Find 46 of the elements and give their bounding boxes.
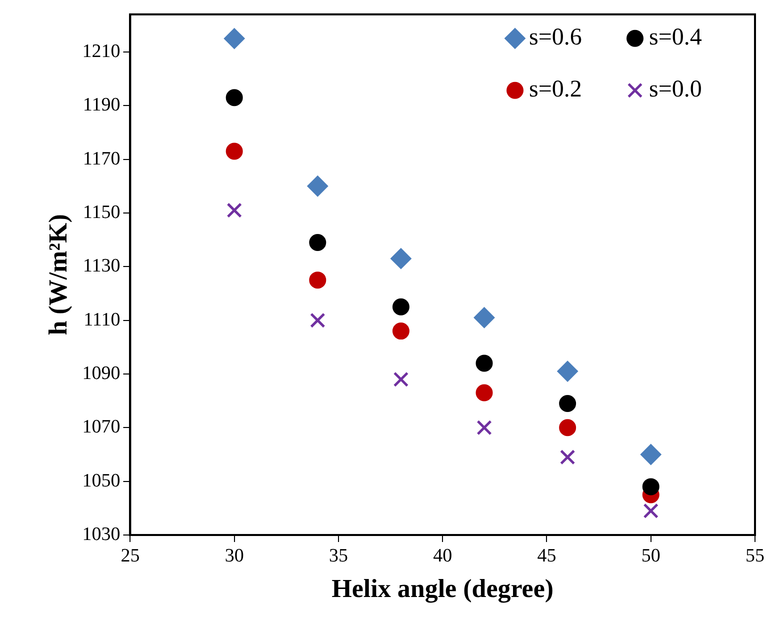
y-tick-label: 1150: [82, 202, 120, 223]
y-tick-label: 1210: [82, 40, 120, 62]
point: [640, 444, 662, 465]
point: [557, 360, 578, 382]
point: [392, 322, 410, 340]
point: [476, 384, 493, 402]
x-axis-title: Helix angle (degree): [332, 574, 554, 604]
point: [309, 272, 326, 289]
point: [393, 372, 409, 387]
y-tick-label: 1050: [82, 470, 120, 492]
point: [560, 450, 576, 465]
point: [226, 142, 243, 160]
y-tick-label: 1070: [82, 416, 120, 438]
point: [226, 202, 242, 218]
x-tick-label: 50: [641, 545, 660, 566]
y-axis-title: h (W/m²K): [43, 214, 72, 336]
y-tick-label: 1170: [82, 148, 120, 170]
legend-label: s=0.6: [529, 24, 582, 51]
y-tick-label: 1110: [84, 309, 120, 330]
legend-label: s=0.0: [649, 76, 702, 103]
point: [559, 395, 576, 412]
x-tick-label: 55: [746, 545, 764, 566]
y-tick-label: 1030: [82, 524, 120, 545]
x-tick-label: 45: [537, 545, 556, 566]
x-tick-label: 30: [224, 545, 244, 566]
point: [559, 419, 576, 436]
point: [309, 234, 326, 251]
point: [643, 503, 658, 518]
point: [390, 248, 412, 270]
point: [642, 478, 660, 496]
y-tick-label: 1090: [82, 362, 120, 384]
point: [224, 28, 245, 50]
point: [310, 312, 326, 328]
legend-label: s=0.2: [529, 76, 582, 103]
point: [474, 307, 495, 328]
point: [476, 420, 492, 436]
legend-label: s=0.4: [649, 24, 702, 51]
point: [226, 89, 243, 106]
point: [476, 354, 493, 372]
x-tick-label: 40: [433, 545, 452, 566]
y-tick-label: 1130: [82, 256, 120, 277]
y-tick-label: 1190: [82, 94, 120, 116]
point: [307, 176, 328, 197]
point: [392, 298, 410, 316]
x-tick-label: 35: [328, 545, 348, 566]
x-tick-label: 25: [120, 545, 140, 566]
